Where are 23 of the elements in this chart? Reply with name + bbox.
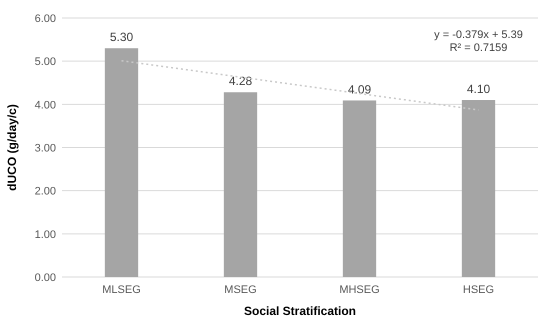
x-tick-label: HSEG [462, 284, 494, 296]
data-label: 4.10 [466, 82, 490, 96]
bar [104, 48, 138, 277]
x-axis-title: Social Stratification [244, 304, 356, 318]
data-label: 5.30 [110, 30, 134, 44]
data-label: 4.28 [228, 74, 252, 88]
y-tick-label: 3.00 [34, 142, 56, 154]
y-tick-label: 2.00 [34, 186, 56, 198]
bar [342, 100, 376, 277]
x-tick-label: MHSEG [339, 284, 380, 296]
y-tick-label: 1.00 [34, 228, 56, 241]
y-tick-label: 5.00 [34, 56, 56, 68]
y-tick-label: 0.00 [34, 272, 56, 284]
y-axis-title: dUCO (g/day/c) [5, 104, 19, 191]
x-tick-label: MSEG [224, 284, 257, 296]
y-tick-label: 6.00 [34, 13, 56, 25]
x-tick-label: MLSEG [102, 284, 141, 296]
annotation: R² = 0.7159 [450, 42, 508, 54]
bar [224, 92, 258, 277]
data-label: 4.09 [348, 82, 372, 96]
y-tick-label: 4.00 [34, 99, 56, 112]
bar [462, 100, 496, 277]
annotation: y = -0.379x + 5.39 [434, 29, 523, 41]
